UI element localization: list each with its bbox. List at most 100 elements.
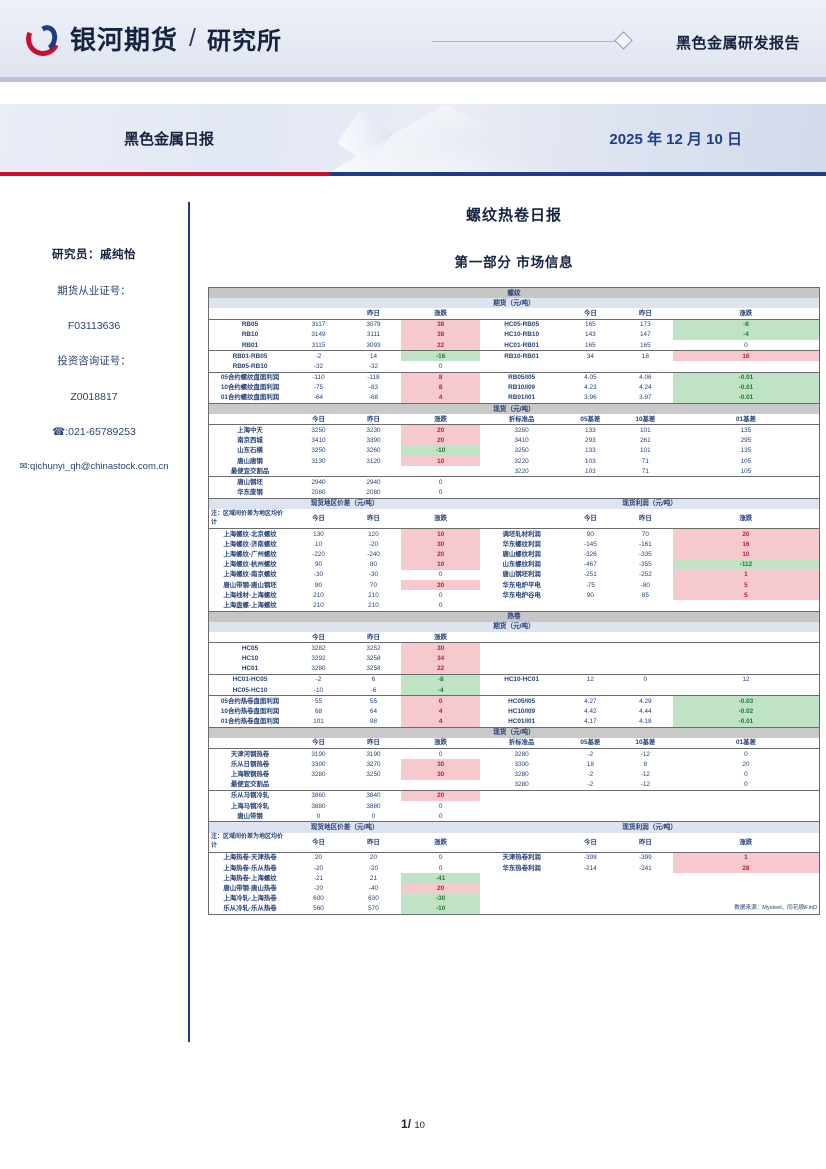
table-cell: 30 — [400, 539, 481, 550]
table-cell: 20 — [400, 424, 481, 436]
table-cell: 上海螺纹-南京螺纹 — [223, 571, 277, 579]
page-body: 研究员：戚纯怡 期货从业证号： F03113636 投资咨询证号： Z00188… — [0, 176, 826, 1042]
table-cell: 现货地区价差（元/吨） — [208, 497, 481, 509]
table-cell: -0.02 — [672, 706, 820, 717]
table-cell: -335 — [638, 551, 652, 559]
table-row: HC10 3292 3258 34 — [209, 653, 820, 664]
table-cell: 55 — [345, 695, 401, 707]
header-rule — [432, 41, 618, 42]
table-cell: 90 — [314, 581, 323, 589]
table-cell — [480, 801, 562, 811]
table-cell: 上海螺纹-济南螺纹 — [223, 540, 277, 548]
table-cell: 3079 — [366, 321, 381, 329]
table-cell: 涨跌 — [672, 508, 820, 530]
table-cell: 165 — [585, 321, 596, 329]
table-cell: 上海中天 — [237, 427, 263, 435]
table-cell — [618, 488, 673, 499]
table-cell: 山东螺纹利润 — [502, 561, 541, 569]
table-cell: 14 — [345, 350, 401, 362]
table-row: 上海螺纹-北京螺纹 130 120 10 调坯轧材利润 90 70 20 — [209, 528, 820, 540]
table-cell — [618, 811, 673, 822]
table-cell — [562, 789, 618, 801]
table-cell — [673, 488, 820, 499]
table-cell: -2 — [290, 673, 346, 685]
table-cell: 10合约螺纹盘面利润 — [220, 384, 280, 392]
table-cell: 4.05 — [562, 371, 618, 383]
table-cell: 3280 — [514, 781, 529, 789]
table-cell: 22 — [400, 339, 481, 351]
diamond-icon — [614, 31, 633, 50]
analyst-sidebar: 研究员：戚纯怡 期货从业证号： F03113636 投资咨询证号： Z00188… — [0, 202, 190, 1042]
table-cell — [618, 653, 673, 663]
table-cell — [617, 632, 673, 644]
table-cell: 期货（元/吨） — [208, 298, 820, 309]
table-cell: 调坯轧材利润 — [502, 530, 541, 538]
table-cell: 唐山带钢-唐山热卷 — [223, 884, 277, 892]
table-cell: 20 — [400, 789, 481, 801]
table-cell: 唐山唐钢 — [237, 457, 263, 465]
page-current: 1/ — [401, 1117, 412, 1131]
table-cell — [618, 685, 673, 696]
table-cell: -68 — [368, 394, 379, 402]
table-cell: 0 — [438, 362, 443, 370]
table-cell: 98 — [369, 718, 378, 726]
table-cell: 3220 — [514, 467, 529, 475]
table-row: RB05-RB10 -32 -32 0 — [209, 361, 820, 372]
table-cell: -110 — [290, 371, 346, 383]
table-cell: 今日 — [562, 508, 618, 530]
market-data-table: 螺纹 期货（元/吨） 昨日 涨跌 今日 昨日 涨跌 RB05 3117 3079 38 HC05-RB… — [208, 287, 820, 915]
table-cell — [563, 873, 618, 883]
table-cell — [480, 600, 562, 611]
table-cell: 折标准品 — [480, 737, 563, 750]
table-cell: 0 — [438, 812, 443, 820]
table-cell: 20 — [400, 883, 481, 894]
table-cell: 华东电炉平电 — [502, 581, 541, 589]
table-row: 天津河钢热卷 3190 3190 0 3280 -2 -12 0 — [209, 749, 820, 760]
table-cell: 3250 — [514, 447, 529, 455]
table-cell — [563, 685, 618, 696]
table-cell: 上海螺纹-杭州螺纹 — [223, 561, 277, 569]
table-cell: 3840 — [345, 789, 401, 801]
table-cell: 唐山钢坯利润 — [502, 571, 541, 579]
table-cell: 05基差 — [562, 414, 618, 426]
table-cell — [563, 894, 618, 904]
table-cell: 560 — [313, 905, 324, 913]
table-cell: 期货（元/吨） — [208, 621, 820, 632]
table-cell — [401, 466, 480, 477]
table-cell: -2 — [290, 350, 346, 362]
table-cell: 3.97 — [639, 394, 652, 402]
table-cell: 68 — [314, 707, 323, 715]
table-cell — [401, 780, 480, 791]
table-row: 上海螺纹-杭州螺纹 90 80 10 山东螺纹利润 -467 -355 -112 — [209, 559, 820, 570]
table-cell: 华东电炉谷电 — [502, 591, 541, 599]
table-cell: 折标准品 — [480, 414, 563, 426]
table-cell: 10合约热卷盘面利润 — [220, 707, 280, 715]
table-row: 唐山唐钢 3130 3120 10 3220 103 71 105 — [209, 456, 820, 467]
table-cell: -0.01 — [672, 371, 820, 383]
table-cell: 135 — [740, 447, 752, 455]
table-cell — [618, 600, 673, 611]
table-cell — [480, 508, 563, 530]
table-cell: 3300 — [514, 760, 529, 768]
table-row: RB10 3149 3111 38 HC10-RB10 143 147 -4 — [209, 329, 820, 340]
table-cell: 90 — [314, 561, 323, 569]
table-row: 05合约热卷盘面利润 55 55 0 HC05/I05 4.27 4.29 -0.03 — [208, 695, 820, 707]
table-cell: 0 — [438, 802, 443, 810]
table-row: 螺纹 — [208, 287, 820, 299]
table-cell: 20 — [400, 580, 481, 591]
table-cell — [563, 653, 618, 663]
table-cell: 2940 — [290, 476, 346, 488]
table-cell: -12 — [640, 750, 650, 758]
table-cell: -30 — [313, 571, 324, 579]
table-cell: 600 — [313, 895, 324, 903]
table-cell: RB05/I05 — [480, 371, 563, 383]
table-cell: 0 — [371, 812, 376, 820]
table-cell: 4 — [400, 392, 481, 404]
table-cell: 3111 — [366, 331, 381, 339]
table-cell: HC01-HC05 — [208, 673, 291, 685]
table-cell: 0 — [438, 571, 443, 579]
table-cell: -20 — [368, 864, 379, 872]
table-cell: 3258 — [366, 654, 381, 662]
table-cell — [673, 873, 820, 883]
table-cell: 3270 — [366, 760, 381, 768]
